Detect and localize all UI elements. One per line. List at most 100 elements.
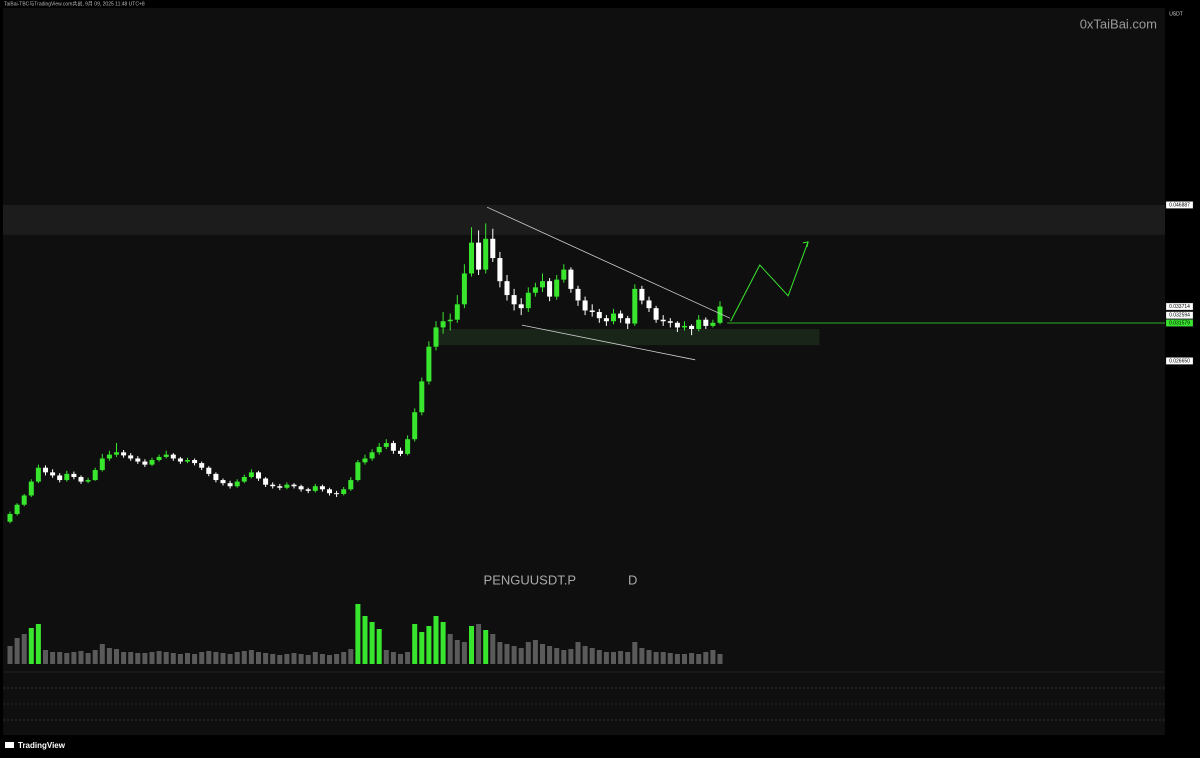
volume-bar <box>206 651 212 664</box>
candle-body <box>554 279 560 297</box>
candle-body <box>667 321 673 323</box>
candle-body <box>213 473 219 481</box>
candle-body <box>121 452 127 456</box>
volume-bar <box>696 654 702 664</box>
volume-bar <box>156 651 162 664</box>
candle-body <box>57 475 63 481</box>
candle-body <box>405 439 411 454</box>
volume-bar <box>185 653 190 664</box>
price-label-box <box>1165 311 1194 319</box>
volume-bar <box>561 650 567 664</box>
volume-bar <box>419 632 425 664</box>
volume-bar <box>646 650 652 664</box>
candle-body <box>469 242 474 274</box>
candle-body <box>99 458 105 471</box>
price-label: 0.032594 <box>1169 312 1190 318</box>
price-label: 0.033714 <box>1169 304 1190 310</box>
candle-body <box>504 281 510 296</box>
candle-body <box>497 258 503 282</box>
header: TaiBai-TBC与TradingView.com共创, 9月 09, 202… <box>4 0 145 7</box>
brand: TradingView <box>18 741 66 750</box>
candle-body <box>383 443 389 447</box>
candle-body <box>263 478 269 485</box>
currency: USDT <box>1169 11 1183 17</box>
volume-bar <box>433 616 439 664</box>
volume-bar <box>596 650 602 664</box>
volume-bar <box>327 655 332 664</box>
symbol: PENGUUSDT.P <box>484 572 576 587</box>
price-label-box <box>1165 201 1194 209</box>
candle-body <box>454 304 460 320</box>
candle-body <box>682 325 687 328</box>
volume-bar <box>568 649 574 664</box>
volume-bar <box>142 653 148 664</box>
candle-body <box>447 319 453 322</box>
candle-body <box>227 483 233 487</box>
candle-body <box>703 319 709 326</box>
interval: D <box>628 572 637 587</box>
volume-bar <box>717 654 723 664</box>
candle-body <box>689 325 695 329</box>
candle-body <box>390 443 396 451</box>
candle-body <box>114 452 119 455</box>
candle-body <box>412 412 418 440</box>
volume-bar <box>50 652 56 664</box>
candle-body <box>461 273 467 305</box>
candle-body <box>43 467 48 473</box>
volume-bar <box>667 653 673 664</box>
volume-bar <box>547 646 553 664</box>
candle-body <box>603 318 609 322</box>
volume-bar <box>35 624 41 664</box>
volume-bar <box>582 646 588 664</box>
candle-body <box>241 476 247 482</box>
candle-body <box>582 300 588 311</box>
candle-body <box>327 489 332 494</box>
candle-body <box>433 327 439 347</box>
candle-body <box>532 287 538 293</box>
pane <box>3 8 1165 735</box>
trendline <box>521 324 696 361</box>
volume-bar <box>447 634 453 664</box>
candle-body <box>291 484 297 487</box>
candle-body <box>28 481 34 496</box>
volume-bar <box>355 604 361 664</box>
candle-body <box>632 288 638 324</box>
volume-bar <box>490 634 496 664</box>
candle-body <box>21 495 27 505</box>
candle-body <box>362 458 368 463</box>
volume-bar <box>234 652 240 664</box>
candle-body <box>561 269 567 280</box>
volume-bar <box>540 644 545 664</box>
support-zone <box>436 328 820 346</box>
candle-body <box>298 486 304 490</box>
volume-bar <box>334 654 340 664</box>
candle-body <box>717 306 723 323</box>
volume-bar <box>348 649 354 664</box>
candle-body <box>256 472 261 479</box>
volume-bar <box>603 652 609 664</box>
candle-body <box>170 454 176 459</box>
candle-body <box>710 322 716 326</box>
volume-bar <box>689 653 695 664</box>
candle-body <box>106 454 112 459</box>
volume-bar <box>305 655 311 664</box>
volume-bar <box>412 624 418 664</box>
candle-body <box>426 346 432 382</box>
volume-bar <box>703 652 709 664</box>
volume-bar <box>398 654 403 664</box>
candle-body <box>511 295 517 305</box>
candle-body <box>305 489 311 491</box>
volume-bar <box>426 626 432 664</box>
candle-body <box>398 450 403 454</box>
candle-body <box>163 454 169 457</box>
candle-body <box>355 462 361 481</box>
candle-body <box>14 504 20 514</box>
volume-bar <box>469 626 474 664</box>
candle-body <box>220 480 226 484</box>
candle-body <box>696 319 702 329</box>
candle-body <box>85 480 91 482</box>
logo-mark <box>5 742 14 748</box>
volume-bar <box>128 652 134 664</box>
volume-bar <box>7 646 13 664</box>
